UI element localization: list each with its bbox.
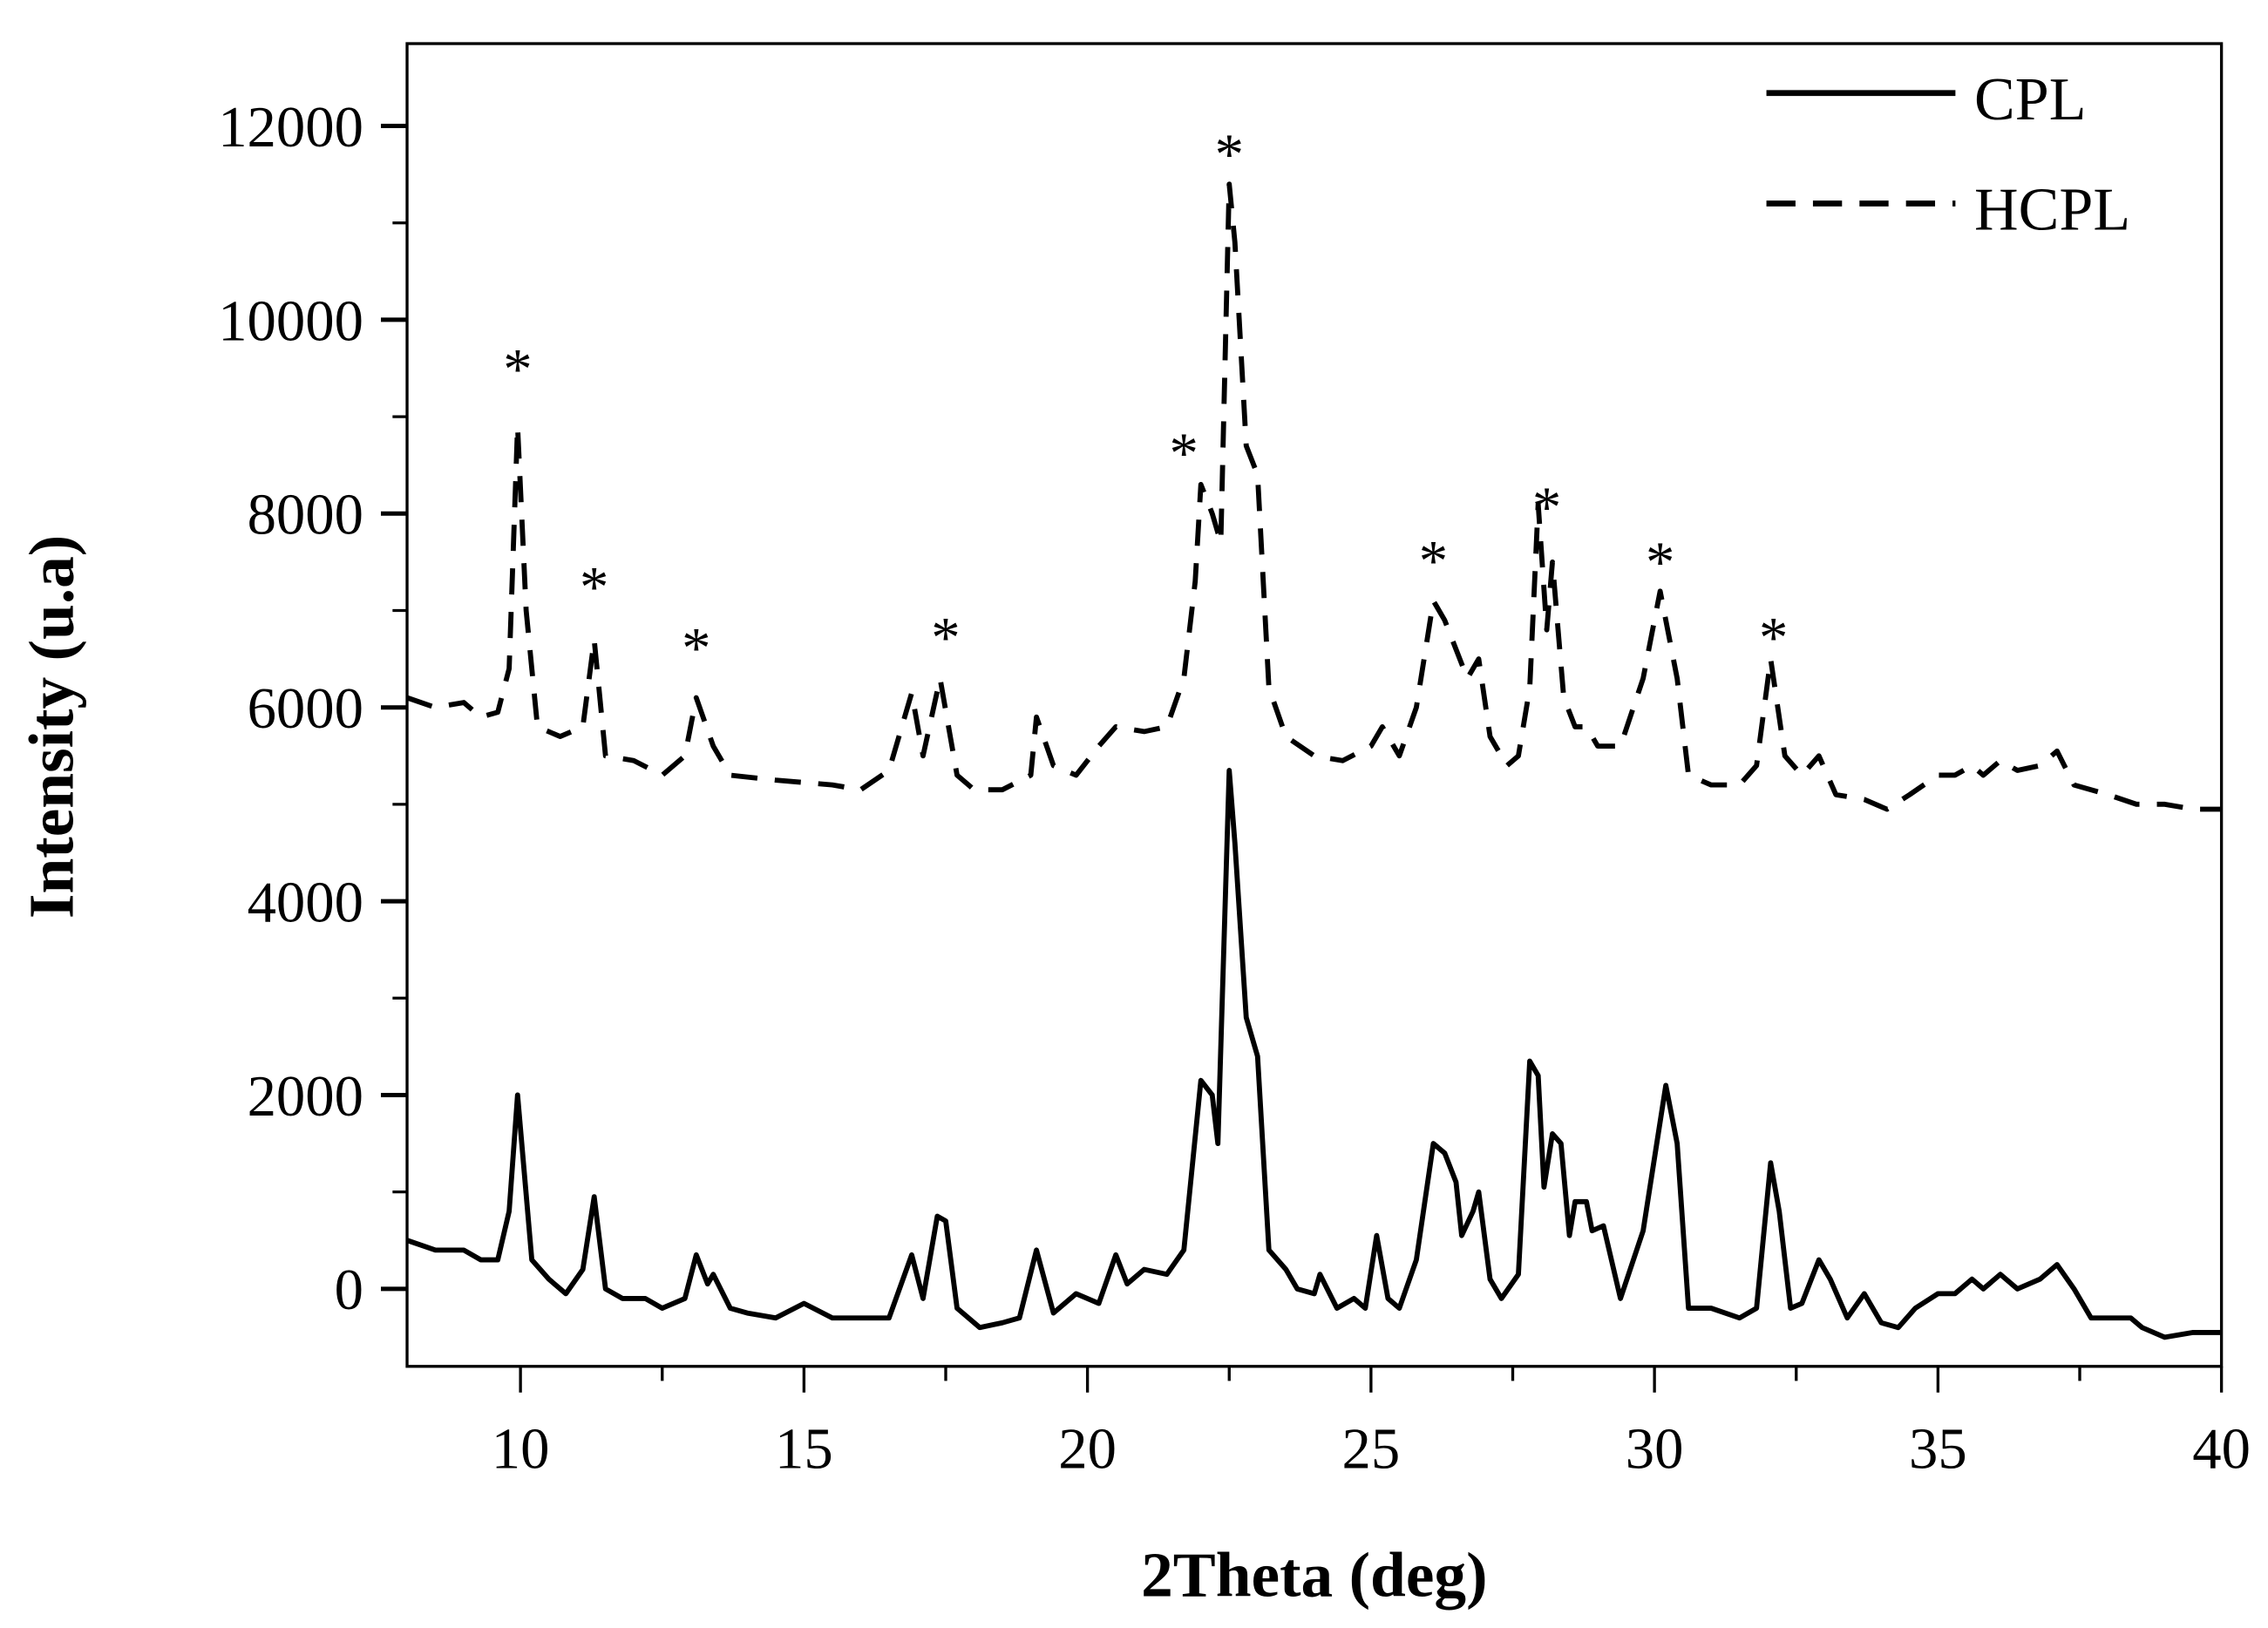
peak-marker-asterisk: * [503, 338, 532, 402]
y-tick-label: 0 [335, 1258, 363, 1322]
peak-marker-asterisk: * [580, 556, 608, 620]
x-tick-label: 15 [775, 1418, 833, 1482]
peak-marker-asterisk: * [1419, 530, 1448, 594]
legend-label-cpl: CPL [1974, 66, 2086, 133]
y-tick-label: 4000 [248, 871, 363, 934]
x-tick-label: 25 [1342, 1418, 1401, 1482]
peak-marker-asterisk: * [682, 617, 710, 681]
x-tick-label: 35 [1909, 1418, 1967, 1482]
legend: CPL HCPL [1766, 66, 2130, 244]
peak-marker-asterisk: * [931, 607, 960, 670]
x-axis-title: 2Theta (deg) [1141, 1539, 1487, 1610]
x-tick-label: 30 [1626, 1418, 1684, 1482]
peak-marker-asterisk: * [1759, 607, 1788, 670]
y-tick-label: 12000 [218, 96, 363, 159]
x-tick-label: 40 [2192, 1418, 2251, 1482]
y-tick-label: 8000 [248, 484, 363, 547]
peak-marker-asterisk: * [1170, 423, 1199, 486]
peak-marker-asterisk: * [1215, 124, 1244, 187]
plot-frame [405, 42, 2224, 1368]
series-line-hcpl [406, 181, 2222, 812]
y-axis-title: Intensity (u.a) [16, 535, 86, 919]
x-tick-label: 10 [492, 1418, 550, 1482]
legend-label-hcpl: HCPL [1974, 177, 2130, 244]
x-tick-label: 20 [1058, 1418, 1117, 1482]
peak-marker-asterisk: * [1646, 532, 1674, 595]
y-tick-label: 10000 [218, 289, 363, 353]
peak-marker-asterisk: * [1532, 476, 1561, 539]
y-tick-label: 2000 [248, 1065, 363, 1129]
series-line-cpl [406, 768, 2222, 1340]
y-tick-label: 6000 [248, 677, 363, 741]
